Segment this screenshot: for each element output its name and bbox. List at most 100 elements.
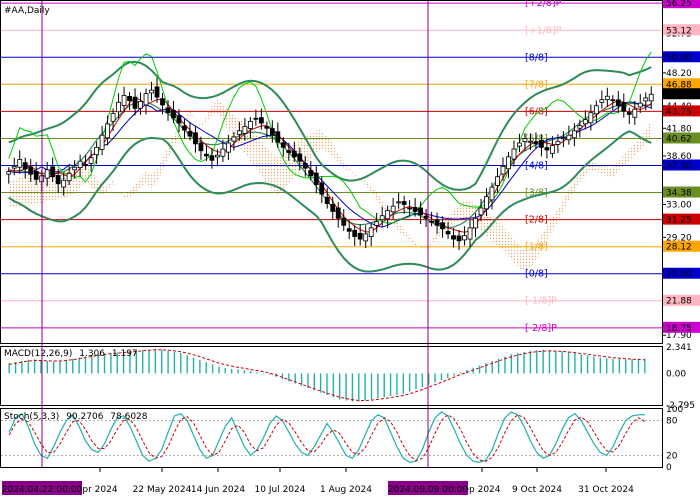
time-tick-label-5: ep 2024	[463, 485, 500, 495]
candle-body	[127, 95, 132, 101]
murrey-price-label-11: 21.88	[666, 297, 692, 307]
candle-body	[116, 101, 121, 113]
time-axis: pr 2024 22 May 2024 14 Jun 2024 10 Jul 2024…	[2, 468, 634, 495]
murrey-label-3: [7/8]	[525, 79, 548, 90]
candle-body	[231, 136, 237, 142]
candle-body	[522, 138, 528, 142]
alligator-lines	[8, 51, 652, 233]
candle-body	[269, 128, 275, 136]
candle-body	[560, 137, 566, 140]
candle-body	[528, 140, 533, 143]
candle-body	[418, 207, 424, 216]
candle-body	[330, 203, 336, 212]
candle-body	[429, 220, 434, 223]
murrey-price-box-3	[663, 78, 700, 90]
macd-axis: 2.341 0.00 -2.795	[666, 343, 695, 411]
candle-body	[236, 130, 242, 135]
time-highlight-label-0: 2024.04.22 00:00	[2, 485, 83, 495]
price-tick-label-4: 38.60	[666, 152, 692, 162]
macd-name: MACD(12,26,9)	[4, 349, 72, 359]
candle-body	[11, 165, 17, 169]
macd-signal-value: 1.197	[112, 349, 138, 359]
candle-body	[467, 227, 473, 240]
macd-tick-label-2: -2.795	[666, 401, 695, 411]
candle-body	[368, 227, 374, 238]
candle-body	[319, 182, 325, 195]
price-tick-label-3: 41.80	[666, 124, 692, 134]
time-tick-label-0: pr 2024	[82, 485, 117, 495]
murrey-label-9: [1/8]	[525, 242, 548, 253]
murrey-price-label-6: 37.50	[666, 162, 692, 172]
macd-main-value: 1.306	[79, 349, 105, 359]
murrey-price-label-12: 18.75	[666, 324, 692, 334]
stoch-tick-label-3: 0	[666, 463, 672, 473]
murrey-label-4: [6/8]	[525, 106, 548, 117]
candle-body	[308, 170, 314, 177]
candle-body	[187, 131, 193, 137]
candle-body	[407, 207, 413, 210]
candle-body	[286, 150, 292, 153]
candle-body	[632, 108, 638, 118]
candle-body	[588, 112, 594, 124]
candle-body	[571, 130, 577, 139]
candle-body	[132, 96, 138, 109]
murrey-price-label-8: 31.25	[666, 216, 692, 226]
price-tick-label-5: 33.00	[666, 200, 692, 210]
candle-body	[489, 186, 495, 201]
candle-body	[253, 117, 259, 120]
candle-body	[473, 217, 478, 229]
murrey-price-label-0: 56.25	[666, 0, 692, 9]
candle-body	[544, 147, 550, 151]
candle-body	[6, 171, 12, 175]
candle-body	[599, 99, 605, 103]
candle-body	[55, 174, 61, 185]
time-tick-label-2: 14 Jun 2024	[191, 485, 245, 495]
candle-body	[50, 166, 56, 178]
candle-body	[94, 146, 100, 156]
candle-body	[110, 113, 116, 122]
time-tick-label-1: 22 May 2024	[133, 485, 192, 495]
candle-body	[215, 154, 220, 158]
candle-body	[533, 141, 539, 145]
candle-body	[379, 215, 385, 221]
candle-body	[264, 126, 270, 129]
candle-body	[412, 207, 418, 212]
candle-body	[198, 142, 204, 152]
candle-body	[462, 235, 467, 241]
candle-body	[165, 107, 171, 114]
candle-body	[445, 231, 451, 235]
stoch-name: Stoch(5,3,3)	[4, 412, 59, 422]
candle-body	[176, 115, 182, 124]
candle-body	[478, 207, 484, 216]
stoch-signal-line	[8, 414, 646, 462]
murrey-math-levels: [+2/8]P[+1/8]P[8/8][7/8][6/8][5/8][4/8][…	[1, 0, 662, 334]
time-tick-label-3: 10 Jul 2024	[255, 485, 306, 495]
price-tick-label-6: 29.20	[666, 233, 692, 243]
candle-body	[363, 233, 369, 242]
main-panel: [+2/8]P[+1/8]P[8/8][7/8][6/8][5/8][4/8][…	[0, 0, 663, 344]
murrey-label-11: [-1/8]P	[525, 296, 557, 307]
murrey-price-box-2	[663, 51, 700, 63]
candle-body	[44, 169, 50, 179]
murrey-price-label-9: 28.12	[666, 243, 692, 253]
main-panel-border	[0, 0, 663, 344]
time-tick-label-4: 1 Aug 2024	[320, 485, 372, 495]
candle-body	[555, 140, 561, 145]
candle-body	[291, 150, 297, 158]
candle-body	[357, 232, 363, 240]
macd-panel: MACD(12,26,9) 1.306 1.197 2.341 0.00 -2.79…	[0, 343, 695, 411]
murrey-price-box-4	[663, 105, 700, 117]
alligator-lips	[8, 51, 652, 224]
candle-body	[495, 176, 500, 186]
alligator-jaw	[8, 101, 652, 228]
candle-body	[593, 105, 599, 115]
stoch-signal-value: 78.6028	[110, 412, 147, 422]
candle-body	[451, 235, 456, 240]
candle-body	[346, 228, 352, 232]
candle-body	[615, 99, 621, 107]
murrey-price-box-8	[663, 213, 700, 225]
candle-body	[302, 162, 308, 169]
candle-body	[88, 157, 94, 164]
candle-body	[517, 142, 522, 147]
